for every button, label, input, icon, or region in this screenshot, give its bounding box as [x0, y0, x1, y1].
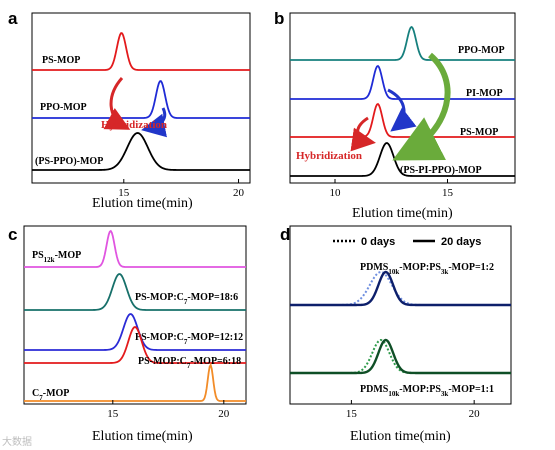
panel-c-series-3: [24, 326, 246, 364]
panel-b-xlabel: Elution time(min): [352, 206, 453, 221]
panel-c-tick-label-0: 15: [107, 408, 119, 420]
panel-a-hybridization-label: Hybridization: [101, 119, 167, 131]
panel-a-arrow-blue: [141, 107, 168, 138]
panel-b-series-label-1: PI-MOP: [466, 88, 503, 99]
panel-a-tick-label-0: 15: [118, 187, 130, 199]
panel-a-tick-label-1: 20: [233, 187, 245, 199]
panel-c-series-2: [24, 313, 246, 351]
panel-b-series-label-3: (PS-PI-PPO)-MOP: [400, 165, 482, 176]
watermark: 大数据: [2, 435, 32, 448]
panel-b-tick-label-0: 10: [330, 187, 342, 199]
panel-b-series-1: [290, 64, 515, 100]
panel-d-tick-label-0: 15: [346, 408, 358, 420]
panel-a-series-0: [32, 32, 250, 71]
panel-c-xlabel: Elution time(min): [92, 429, 193, 444]
panel-c-series-1: [24, 273, 246, 311]
panel-c-series-0: [24, 229, 246, 268]
panel-d-group-0-series-1: [290, 270, 511, 307]
panel-b-arrow-blue: [387, 88, 417, 132]
panel-a-arrow-red: [103, 77, 131, 130]
panel-a-series-2: [32, 132, 250, 171]
panel-letter-d: d: [280, 225, 290, 244]
panel-letter-c: c: [8, 225, 17, 244]
panel-c-series-label-1: PS-MOP:C7-MOP=18:6: [135, 292, 238, 306]
panel-b-arrow-green: [392, 52, 451, 161]
panel-letter-a: a: [8, 9, 18, 28]
panel-d-frame: [289, 225, 512, 405]
panel-b-frame: [289, 12, 516, 184]
panel-a-series-label-1: PPO-MOP: [40, 102, 87, 113]
panel-a-series-label-2: (PS-PPO)-MOP: [35, 156, 103, 167]
panel-c-frame: [23, 225, 247, 405]
panel-b-arrow-red: [350, 116, 376, 152]
panel-a-frame: [31, 12, 251, 184]
panel-c-plot: PS12k-MOP PS-MOP:C7-MOP=18:6 PS-MOP:C7-MOP…: [24, 229, 246, 420]
panel-a-plot: PS-MOP PPO-MOP (PS-PPO)-MOP 15 20: [32, 32, 250, 199]
panel-letter-b: b: [274, 9, 284, 28]
panel-d-group-1-series-1: [290, 338, 511, 375]
panel-c-series-label-2: PS-MOP:C7-MOP=12:12: [135, 332, 243, 346]
panel-a-xlabel: Elution time(min): [92, 196, 193, 211]
panel-d-legend-label-1: 20 days: [441, 236, 481, 248]
panel-b-hybridization-label: Hybridization: [296, 150, 362, 162]
panel-d-legend: 0 days 20 days: [333, 236, 481, 248]
panel-c-series-label-0: PS12k-MOP: [32, 250, 81, 264]
panel-a-series-1: [32, 80, 250, 119]
panel-d-group-label-0: PDMS10k-MOP:PS3k-MOP=1:2: [360, 262, 494, 276]
panel-d-legend-label-0: 0 days: [361, 236, 395, 248]
panel-d-group-label-1: PDMS10k-MOP:PS3k-MOP=1:1: [360, 384, 494, 398]
panel-d-xlabel: Elution time(min): [350, 429, 451, 444]
panel-b-series-3: [290, 142, 515, 177]
panel-d-tick-label-1: 20: [469, 408, 481, 420]
panel-c-series-label-4: C7-MOP: [32, 388, 69, 402]
panel-b-tick-label-1: 15: [442, 187, 454, 199]
panel-a-series-label-0: PS-MOP: [42, 55, 80, 66]
panel-b-series-label-0: PPO-MOP: [458, 45, 505, 56]
panel-c-series-label-3: PS-MOP:C7-MOP=6:18: [138, 356, 241, 370]
panel-c-tick-label-1: 20: [218, 408, 230, 420]
panel-b-series-label-2: PS-MOP: [460, 127, 498, 138]
panel-c-series-4: [24, 362, 246, 402]
panel-b-series-0: [290, 25, 515, 61]
panel-d-plot: PDMS10k-MOP:PS3k-MOP=1:2 PDMS10k-MOP:PS3k…: [290, 236, 511, 420]
